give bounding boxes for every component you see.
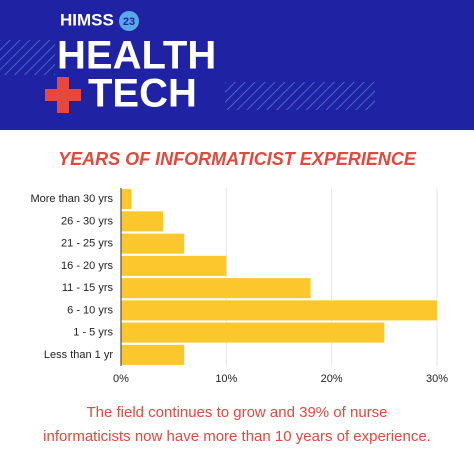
brand: HIMSS <box>60 10 114 29</box>
y-tick-label: More than 30 yrs <box>30 193 113 205</box>
plus-icon <box>45 77 81 113</box>
year: 23 <box>123 16 135 28</box>
bar <box>121 189 132 210</box>
x-tick-label: 10% <box>215 373 237 385</box>
y-tick-label: 11 - 15 yrs <box>62 282 114 294</box>
bar <box>121 255 227 276</box>
decor-stripes <box>225 82 375 110</box>
bar <box>121 211 164 232</box>
y-tick-label: 6 - 10 yrs <box>67 304 113 316</box>
bar <box>121 322 385 343</box>
y-tick-label: 21 - 25 yrs <box>61 238 113 250</box>
chart-title: YEARS OF INFORMATICIST EXPERIENCE <box>58 149 417 169</box>
annotation: The field continues to grow and 39% of n… <box>86 404 387 421</box>
bar <box>121 344 185 365</box>
year-badge <box>119 11 139 31</box>
y-tick-label: 16 - 20 yrs <box>61 260 113 272</box>
bar <box>121 278 311 299</box>
x-tick-label: 0% <box>113 373 129 385</box>
headline-2: TECH <box>88 72 197 116</box>
decor-stripes <box>0 40 55 75</box>
bar <box>121 233 185 254</box>
x-tick-label: 30% <box>426 373 448 385</box>
bar <box>121 300 437 321</box>
y-tick-label: Less than 1 yr <box>44 349 113 361</box>
headline-1: HEALTH <box>57 34 216 78</box>
y-tick-label: 1 - 5 yrs <box>73 327 113 339</box>
y-tick-label: 26 - 30 yrs <box>61 215 113 227</box>
annotation: informaticists now have more than 10 yea… <box>43 428 431 445</box>
x-tick-label: 20% <box>321 373 343 385</box>
